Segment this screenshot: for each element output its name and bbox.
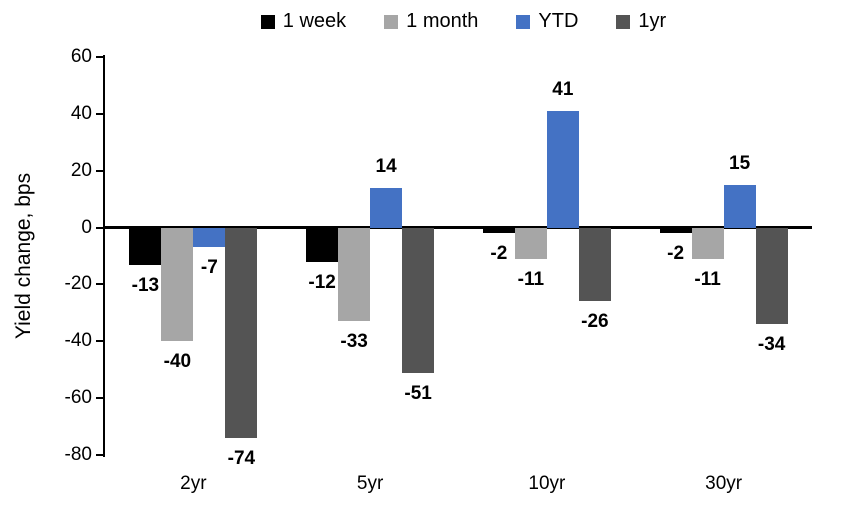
bar-ytd-5yr xyxy=(370,187,403,228)
y-tick-label: -80 xyxy=(64,444,92,465)
y-axis-title: Yield change, bps xyxy=(12,172,35,340)
data-label-1-week-2yr: -13 xyxy=(131,274,160,296)
y-tick-mark xyxy=(96,169,105,172)
data-label-1-month-2yr: -40 xyxy=(163,351,192,373)
data-label-1-week-5yr: -12 xyxy=(308,271,336,293)
data-label-1-month-5yr: -33 xyxy=(340,331,368,353)
bar-1-month-5yr xyxy=(338,227,371,322)
data-label-ytd-30yr: 15 xyxy=(729,152,751,174)
bar-1yr-10yr xyxy=(578,227,611,302)
bar-1yr-30yr xyxy=(755,227,788,325)
x-category-label-2yr: 2yr xyxy=(180,473,207,494)
y-tick-mark xyxy=(96,454,105,456)
legend-label: 1yr xyxy=(638,10,667,32)
legend-label: YTD xyxy=(538,10,579,32)
legend-swatch-1-month xyxy=(384,14,399,29)
y-tick-label: 40 xyxy=(70,102,92,124)
y-tick-label: 20 xyxy=(70,159,92,181)
y-tick-mark xyxy=(96,283,105,286)
bar-1-week-10yr xyxy=(482,227,515,234)
y-tick-mark xyxy=(96,397,105,400)
data-label-1-week-30yr: -2 xyxy=(667,243,685,265)
data-label-ytd-5yr: 14 xyxy=(375,155,397,177)
legend-swatch-1-week xyxy=(260,14,275,29)
legend-swatch-1yr xyxy=(616,14,631,29)
data-label-1-month-10yr: -11 xyxy=(517,268,545,290)
bar-1yr-2yr xyxy=(225,227,258,438)
bar-1-month-10yr xyxy=(514,227,547,259)
data-label-1yr-10yr: -26 xyxy=(581,311,609,333)
legend-swatch-ytd xyxy=(516,14,531,29)
y-tick-mark xyxy=(96,112,105,115)
legend-item-ytd: YTD xyxy=(516,10,578,33)
y-tick-mark xyxy=(96,56,105,58)
bar-1-month-30yr xyxy=(691,227,724,259)
y-tick-label: -60 xyxy=(64,387,92,409)
bar-1-week-5yr xyxy=(306,227,339,262)
legend-item-1yr: 1yr xyxy=(616,10,666,33)
bar-1-month-2yr xyxy=(161,227,194,342)
data-label-1-month-30yr: -11 xyxy=(694,268,721,290)
x-category-label-10yr: 10yr xyxy=(528,473,566,494)
legend-label: 1 month xyxy=(406,10,479,32)
y-tick-label: 0 xyxy=(81,216,92,238)
bar-ytd-30yr xyxy=(723,184,756,228)
data-label-1yr-5yr: -51 xyxy=(404,382,432,404)
data-label-1-week-10yr: -2 xyxy=(490,243,508,265)
data-label-ytd-2yr: -7 xyxy=(200,257,218,279)
y-axis-line xyxy=(103,55,105,457)
bar-ytd-10yr xyxy=(546,111,579,228)
bar-1-week-2yr xyxy=(129,227,162,265)
legend: 1 week 1 month YTD 1yr xyxy=(110,10,817,33)
bar-1-week-30yr xyxy=(659,227,692,234)
y-tick-label: 60 xyxy=(70,46,92,67)
legend-label: 1 week xyxy=(282,10,347,32)
legend-item-1-week: 1 week xyxy=(260,10,347,33)
y-tick-mark xyxy=(96,340,105,343)
legend-item-1-month: 1 month xyxy=(384,10,478,33)
y-tick-label: -20 xyxy=(64,273,92,295)
y-tick-mark xyxy=(96,226,105,229)
data-label-1yr-2yr: -74 xyxy=(227,447,256,469)
x-category-label-30yr: 30yr xyxy=(705,473,743,494)
bar-ytd-2yr xyxy=(193,227,226,248)
zero-baseline xyxy=(105,226,812,229)
x-category-label-5yr: 5yr xyxy=(356,473,384,494)
bar-1yr-5yr xyxy=(402,227,435,373)
data-label-ytd-10yr: 41 xyxy=(552,79,574,100)
y-tick-label: -40 xyxy=(64,330,92,352)
data-label-1yr-30yr: -34 xyxy=(757,334,786,356)
